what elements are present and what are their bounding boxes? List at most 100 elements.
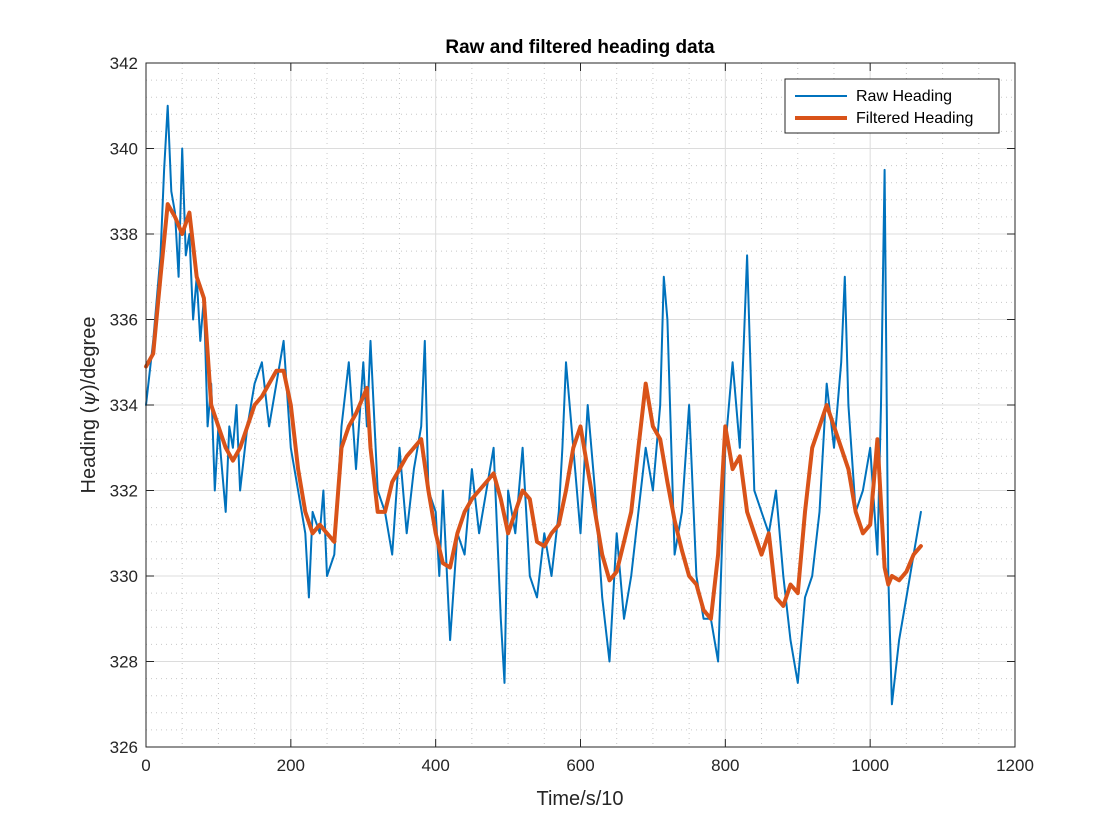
minor-grid xyxy=(146,63,1015,747)
data-point-filtered-heading xyxy=(268,383,270,385)
data-point-filtered-heading xyxy=(471,498,473,500)
y-tick-label: 326 xyxy=(110,738,138,757)
data-point-filtered-heading xyxy=(840,447,842,449)
data-point-raw-heading xyxy=(731,361,734,363)
y-axis-label-symbol: ψ xyxy=(76,391,100,407)
data-point-filtered-heading xyxy=(659,438,661,440)
data-point-raw-heading xyxy=(616,532,618,534)
data-point-filtered-heading xyxy=(804,511,806,513)
data-point-raw-heading xyxy=(185,254,187,256)
data-point-raw-heading xyxy=(326,575,328,577)
data-point-filtered-heading xyxy=(159,276,162,278)
data-point-filtered-heading xyxy=(217,425,220,427)
data-point-filtered-heading xyxy=(333,541,335,543)
data-point-raw-heading xyxy=(485,489,487,492)
data-point-filtered-heading xyxy=(529,498,531,500)
data-point-raw-heading xyxy=(471,468,473,470)
data-point-filtered-heading xyxy=(362,395,364,398)
data-point-filtered-heading xyxy=(666,481,669,483)
data-point-filtered-heading xyxy=(493,472,495,474)
data-point-raw-heading xyxy=(789,639,792,641)
data-point-filtered-heading xyxy=(543,545,545,547)
data-point-filtered-heading xyxy=(905,571,907,573)
data-point-filtered-heading xyxy=(572,447,574,449)
data-point-filtered-heading xyxy=(746,511,748,513)
x-tick-label: 1000 xyxy=(851,756,889,775)
data-point-filtered-heading xyxy=(398,468,401,470)
data-point-raw-heading xyxy=(275,383,277,385)
data-point-raw-heading xyxy=(550,575,553,577)
data-point-raw-heading xyxy=(167,105,169,107)
data-point-raw-heading xyxy=(366,425,368,427)
x-tick-label: 1200 xyxy=(996,756,1034,775)
data-point-raw-heading xyxy=(188,233,191,235)
data-point-raw-heading xyxy=(905,596,907,598)
data-point-filtered-heading xyxy=(391,481,393,483)
data-point-filtered-heading xyxy=(630,511,632,513)
legend-label-raw-heading: Raw Heading xyxy=(856,88,952,105)
data-point-raw-heading xyxy=(214,489,216,492)
data-point-raw-heading xyxy=(876,554,879,556)
data-point-filtered-heading xyxy=(768,532,770,534)
data-point-filtered-heading xyxy=(478,489,480,492)
data-point-raw-heading xyxy=(688,404,690,406)
data-point-raw-heading xyxy=(891,703,893,705)
data-point-raw-heading xyxy=(844,276,846,278)
data-point-filtered-heading xyxy=(290,404,292,406)
y-tick-label: 328 xyxy=(110,653,138,672)
data-point-raw-heading xyxy=(435,511,437,513)
data-point-filtered-heading xyxy=(203,297,205,299)
data-point-raw-heading xyxy=(601,596,603,598)
data-point-raw-heading xyxy=(663,276,665,278)
data-point-filtered-heading xyxy=(703,609,705,611)
y-axis-label-prefix: Heading ( xyxy=(78,406,100,493)
x-tick-label: 0 xyxy=(141,756,150,775)
data-point-filtered-heading xyxy=(413,447,415,449)
data-point-raw-heading xyxy=(717,660,719,663)
chart-title: Raw and filtered heading data xyxy=(445,37,715,58)
data-point-filtered-heading xyxy=(282,370,285,372)
data-point-raw-heading xyxy=(170,190,172,192)
data-point-raw-heading xyxy=(199,340,201,342)
data-point-raw-heading xyxy=(652,489,654,492)
data-point-raw-heading xyxy=(398,447,401,449)
data-point-filtered-heading xyxy=(645,383,647,385)
data-point-raw-heading xyxy=(308,596,310,598)
data-point-raw-heading xyxy=(348,361,350,363)
data-point-filtered-heading xyxy=(297,468,299,470)
data-point-filtered-heading xyxy=(913,554,915,556)
data-point-filtered-heading xyxy=(891,575,893,577)
data-point-filtered-heading xyxy=(246,425,248,427)
data-point-filtered-heading xyxy=(464,511,466,513)
data-point-filtered-heading xyxy=(181,233,183,235)
data-point-raw-heading xyxy=(536,596,538,598)
data-point-raw-heading xyxy=(442,489,444,492)
data-point-filtered-heading xyxy=(210,404,212,406)
data-point-raw-heading xyxy=(261,361,263,363)
data-point-filtered-heading xyxy=(616,571,618,573)
data-point-filtered-heading xyxy=(623,541,625,543)
data-point-filtered-heading xyxy=(811,447,813,449)
data-point-raw-heading xyxy=(760,511,763,513)
data-point-filtered-heading xyxy=(652,425,654,427)
data-point-raw-heading xyxy=(753,489,755,492)
data-point-raw-heading xyxy=(369,340,372,342)
data-point-raw-heading xyxy=(377,489,379,492)
data-point-raw-heading xyxy=(811,575,813,577)
data-point-filtered-heading xyxy=(847,468,850,470)
data-point-filtered-heading xyxy=(369,447,372,449)
data-point-filtered-heading xyxy=(797,592,799,594)
data-point-filtered-heading xyxy=(514,511,516,513)
data-point-raw-heading xyxy=(507,489,509,492)
data-point-filtered-heading xyxy=(225,447,227,449)
data-point-raw-heading xyxy=(254,383,256,385)
data-point-raw-heading xyxy=(268,425,270,427)
data-point-filtered-heading xyxy=(442,562,444,564)
data-point-raw-heading xyxy=(228,425,230,427)
data-point-filtered-heading xyxy=(406,455,408,457)
data-point-filtered-heading xyxy=(731,468,734,470)
series-layer xyxy=(144,104,923,706)
data-point-filtered-heading xyxy=(739,455,741,457)
data-point-raw-heading xyxy=(637,511,640,513)
